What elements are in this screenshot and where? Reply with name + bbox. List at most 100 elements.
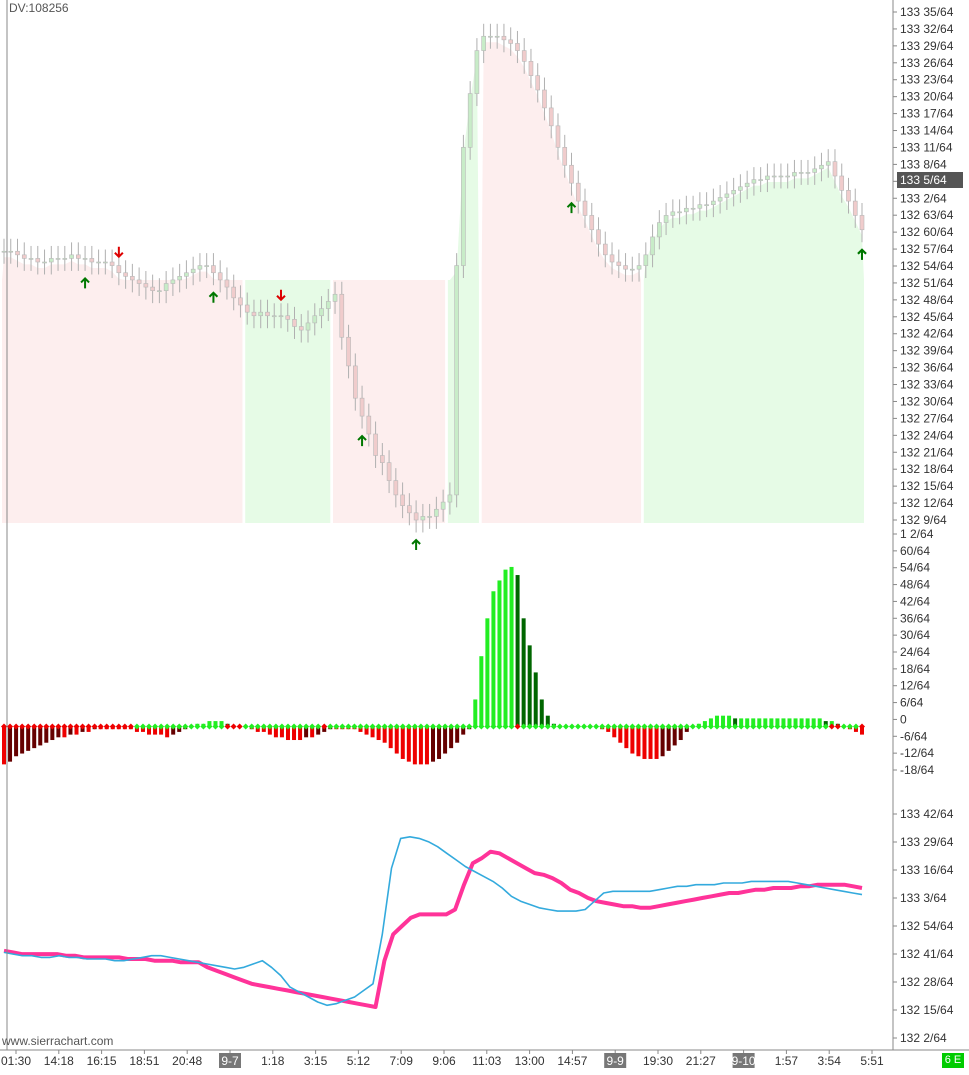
zero-line-dot-60 bbox=[363, 723, 370, 730]
candle-body-115 bbox=[778, 175, 784, 178]
zero-line-dot-71 bbox=[430, 723, 436, 730]
histogram-bar-87 bbox=[527, 645, 532, 727]
line-axis-label-5: 132 41/64 bbox=[900, 947, 954, 961]
zero-line-dot-84 bbox=[508, 723, 515, 730]
zero-line-dot-36 bbox=[218, 723, 225, 730]
candle-body-17 bbox=[116, 265, 122, 274]
zero-line-dot-86 bbox=[520, 723, 527, 730]
price-axis-label-13: 132 60/64 bbox=[900, 225, 954, 239]
zero-line-dot-35 bbox=[212, 723, 219, 730]
candle-body-82 bbox=[555, 125, 561, 148]
candle-body-90 bbox=[609, 254, 615, 263]
time-label-14: 9-9 bbox=[607, 1054, 625, 1068]
signal-arrows bbox=[80, 201, 867, 550]
histogram-bar-106 bbox=[642, 726, 647, 759]
line-axis-label-2: 133 16/64 bbox=[900, 863, 954, 877]
histogram-bar-86 bbox=[521, 618, 526, 727]
time-label-6: 1:18 bbox=[261, 1054, 285, 1068]
candle-body-0 bbox=[1, 250, 7, 253]
histogram-bar-4 bbox=[26, 726, 31, 751]
zero-line-dot-123 bbox=[744, 723, 751, 730]
candle-body-5 bbox=[35, 258, 41, 263]
histogram-bar-6 bbox=[38, 726, 43, 746]
candle-body-55 bbox=[373, 433, 378, 456]
histogram-bar-103 bbox=[624, 726, 629, 749]
histogram-bar-129 bbox=[781, 718, 786, 727]
zero-line-dot-61 bbox=[369, 723, 376, 730]
candle-body-30 bbox=[204, 265, 209, 267]
candle-body-127 bbox=[859, 215, 865, 231]
zero-line-dot-108 bbox=[653, 723, 660, 730]
candle-body-96 bbox=[650, 236, 655, 256]
histogram-bar-27 bbox=[165, 726, 170, 738]
price-axis-label-27: 132 18/64 bbox=[900, 462, 954, 476]
candle-body-78 bbox=[528, 61, 534, 76]
zero-line-dot-51 bbox=[309, 723, 316, 730]
line-axis-label-7: 132 15/64 bbox=[900, 1003, 954, 1017]
corner-badge: 6 E bbox=[942, 1053, 964, 1068]
candle-body-85 bbox=[575, 182, 581, 202]
candle-body-25 bbox=[170, 279, 176, 284]
zero-line-dot-16 bbox=[97, 723, 104, 730]
candle-body-24 bbox=[163, 283, 169, 291]
time-label-15: 19:30 bbox=[643, 1054, 673, 1068]
histogram-bar-107 bbox=[648, 726, 653, 759]
histogram-bar-89 bbox=[539, 699, 544, 727]
candle-body-83 bbox=[562, 147, 568, 166]
histogram-bar-10 bbox=[62, 726, 67, 738]
candle-body-58 bbox=[393, 480, 399, 496]
zero-line-dot-59 bbox=[357, 723, 364, 730]
histogram-axis-label-2: 54/64 bbox=[900, 561, 930, 575]
candle-body-86 bbox=[582, 200, 588, 216]
candle-body-44 bbox=[298, 326, 304, 331]
histogram-axis-labels: 1 2/64 60/64 54/64 48/64 42/64 36/64 30/64 24/6… bbox=[893, 527, 934, 777]
zero-line-dot-11 bbox=[67, 723, 74, 730]
trend-zone-4 bbox=[481, 280, 642, 523]
histogram-axis-label-13: -12/64 bbox=[900, 746, 934, 760]
zero-line-dot-4 bbox=[25, 723, 32, 730]
histogram-bar-72 bbox=[437, 726, 442, 759]
candle-body-112 bbox=[758, 179, 763, 181]
zero-line-dot-122 bbox=[738, 723, 745, 730]
zero-line-dot-46 bbox=[278, 723, 285, 730]
candle-body-52 bbox=[353, 365, 358, 399]
zero-line-dot-66 bbox=[399, 723, 406, 730]
candle-body-68 bbox=[461, 147, 466, 266]
price-axis-label-18: 132 45/64 bbox=[900, 310, 954, 324]
candle-body-88 bbox=[596, 229, 601, 245]
candle-body-102 bbox=[690, 207, 696, 210]
zero-line-dot-53 bbox=[321, 723, 328, 730]
candle-body-60 bbox=[407, 505, 412, 514]
candle-body-110 bbox=[744, 182, 750, 188]
watermark[interactable]: www.sierrachart.com bbox=[2, 1034, 114, 1048]
trend-zones bbox=[2, 42, 864, 523]
candle-body-100 bbox=[677, 211, 682, 214]
candle-body-7 bbox=[48, 258, 54, 263]
price-axis-label-16: 132 51/64 bbox=[900, 276, 954, 290]
candle-body-94 bbox=[636, 265, 642, 270]
price-axis-label-9: 133 8/64 bbox=[900, 157, 947, 171]
candle-body-62 bbox=[420, 516, 426, 521]
time-label-8: 5:12 bbox=[347, 1054, 371, 1068]
zero-line-dot-88 bbox=[532, 723, 539, 730]
histogram-bar-82 bbox=[497, 580, 502, 727]
candle-body-41 bbox=[278, 315, 284, 318]
histogram-bar-62 bbox=[376, 726, 381, 741]
price-axis-label-23: 132 30/64 bbox=[900, 394, 954, 408]
zero-line-dot-45 bbox=[272, 723, 279, 730]
zero-line-dot-9 bbox=[55, 723, 62, 730]
zero-line-dot-56 bbox=[339, 723, 346, 730]
zero-line-dot-83 bbox=[502, 723, 509, 730]
zero-line-dot-10 bbox=[61, 723, 68, 730]
zero-line-dot-117 bbox=[707, 723, 714, 730]
histogram-axis-label-12: -6/64 bbox=[900, 729, 928, 743]
line-series-0 bbox=[3, 849, 863, 1009]
candle-body-35 bbox=[238, 297, 243, 306]
candle-body-31 bbox=[211, 265, 216, 274]
candle-body-22 bbox=[150, 286, 155, 291]
zero-line-dot-38 bbox=[230, 723, 237, 730]
candle-body-93 bbox=[629, 268, 635, 271]
histogram-bar-76 bbox=[461, 726, 466, 735]
zero-line-dot-141 bbox=[852, 723, 859, 730]
time-label-10: 9:06 bbox=[432, 1054, 456, 1068]
